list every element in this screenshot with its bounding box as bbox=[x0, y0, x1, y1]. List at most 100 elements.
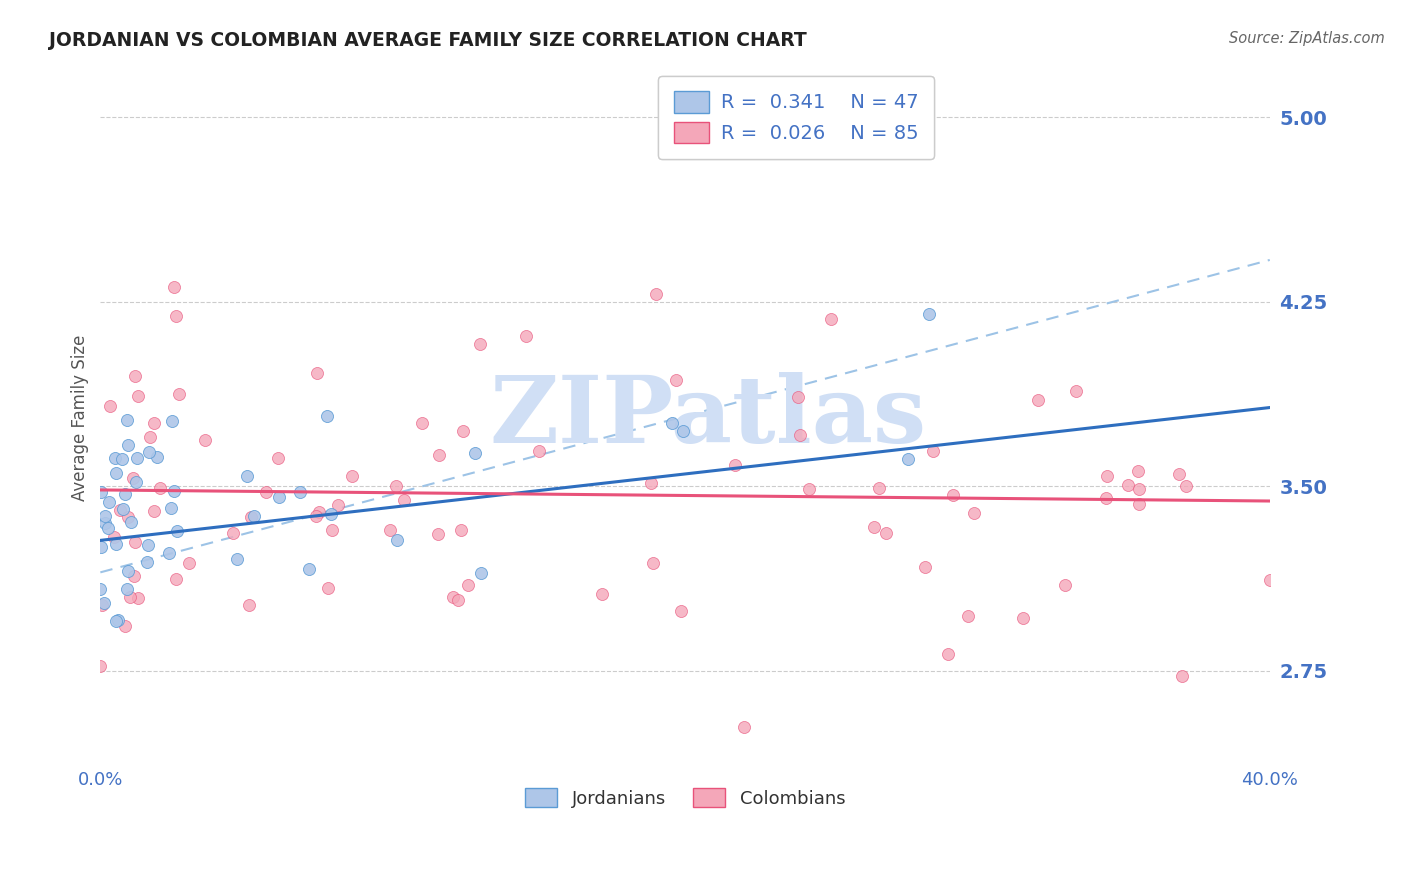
Point bbox=[122, 471, 145, 485]
Point bbox=[94, 508, 117, 523]
Point bbox=[868, 481, 890, 495]
Point bbox=[243, 509, 266, 524]
Point bbox=[159, 501, 181, 516]
Point bbox=[820, 312, 842, 326]
Point bbox=[1128, 497, 1150, 511]
Point bbox=[104, 537, 127, 551]
Point bbox=[194, 433, 217, 447]
Point bbox=[107, 613, 129, 627]
Point bbox=[254, 485, 277, 500]
Point bbox=[665, 373, 688, 387]
Point bbox=[122, 569, 145, 583]
Point bbox=[1095, 491, 1118, 506]
Point bbox=[105, 466, 128, 480]
Point bbox=[108, 503, 131, 517]
Point bbox=[640, 476, 662, 491]
Point bbox=[897, 451, 920, 466]
Point bbox=[672, 424, 695, 438]
Point bbox=[94, 516, 117, 530]
Point bbox=[222, 525, 245, 540]
Point bbox=[515, 329, 537, 343]
Point bbox=[733, 720, 755, 734]
Point bbox=[115, 582, 138, 597]
Point bbox=[165, 572, 187, 586]
Point bbox=[226, 551, 249, 566]
Point bbox=[385, 533, 408, 548]
Point bbox=[1095, 469, 1118, 483]
Point bbox=[875, 526, 897, 541]
Point bbox=[942, 488, 965, 502]
Point bbox=[470, 566, 492, 581]
Point bbox=[411, 416, 433, 430]
Point bbox=[90, 541, 112, 555]
Point bbox=[1168, 467, 1191, 481]
Point bbox=[103, 451, 125, 466]
Point bbox=[392, 493, 415, 508]
Point bbox=[644, 287, 666, 301]
Point bbox=[470, 336, 492, 351]
Point bbox=[117, 438, 139, 452]
Point bbox=[308, 505, 330, 519]
Point bbox=[89, 659, 111, 673]
Point bbox=[1171, 668, 1194, 682]
Point bbox=[167, 387, 190, 401]
Point bbox=[136, 538, 159, 552]
Point bbox=[671, 604, 693, 618]
Point bbox=[447, 593, 470, 607]
Legend: Jordanians, Colombians: Jordanians, Colombians bbox=[517, 780, 852, 814]
Point bbox=[124, 534, 146, 549]
Text: JORDANIAN VS COLOMBIAN AVERAGE FAMILY SIZE CORRELATION CHART: JORDANIAN VS COLOMBIAN AVERAGE FAMILY SI… bbox=[49, 31, 807, 50]
Point bbox=[922, 443, 945, 458]
Point bbox=[239, 510, 262, 524]
Point bbox=[1175, 479, 1198, 493]
Point bbox=[97, 494, 120, 508]
Point bbox=[124, 368, 146, 383]
Point bbox=[316, 409, 339, 424]
Point bbox=[321, 524, 343, 538]
Point bbox=[661, 416, 683, 430]
Point bbox=[1054, 577, 1077, 591]
Point bbox=[936, 647, 959, 661]
Point bbox=[142, 416, 165, 430]
Point bbox=[139, 430, 162, 444]
Point bbox=[316, 582, 339, 596]
Point bbox=[1258, 573, 1281, 587]
Point bbox=[1126, 464, 1149, 478]
Point bbox=[342, 468, 364, 483]
Point bbox=[319, 507, 342, 521]
Point bbox=[724, 458, 747, 473]
Point bbox=[298, 562, 321, 576]
Point bbox=[451, 424, 474, 438]
Point bbox=[157, 545, 180, 559]
Point bbox=[1012, 611, 1035, 625]
Point bbox=[914, 560, 936, 574]
Point bbox=[429, 448, 451, 462]
Point bbox=[962, 507, 984, 521]
Text: ZIPatlas: ZIPatlas bbox=[489, 372, 927, 462]
Point bbox=[1064, 384, 1087, 398]
Point bbox=[146, 450, 169, 464]
Point bbox=[450, 523, 472, 537]
Point bbox=[799, 483, 821, 497]
Point bbox=[236, 469, 259, 483]
Point bbox=[117, 509, 139, 524]
Point bbox=[111, 501, 134, 516]
Point bbox=[127, 389, 149, 403]
Point bbox=[163, 279, 186, 293]
Point bbox=[918, 307, 941, 321]
Point bbox=[125, 475, 148, 490]
Point bbox=[166, 524, 188, 539]
Point bbox=[114, 619, 136, 633]
Point bbox=[1026, 392, 1049, 407]
Point bbox=[527, 443, 550, 458]
Point bbox=[111, 451, 134, 466]
Point bbox=[457, 578, 479, 592]
Point bbox=[177, 556, 200, 570]
Point bbox=[385, 479, 408, 493]
Point bbox=[118, 591, 141, 605]
Point bbox=[305, 509, 328, 524]
Point bbox=[863, 520, 886, 534]
Point bbox=[98, 399, 121, 413]
Point bbox=[104, 614, 127, 628]
Point bbox=[305, 366, 328, 380]
